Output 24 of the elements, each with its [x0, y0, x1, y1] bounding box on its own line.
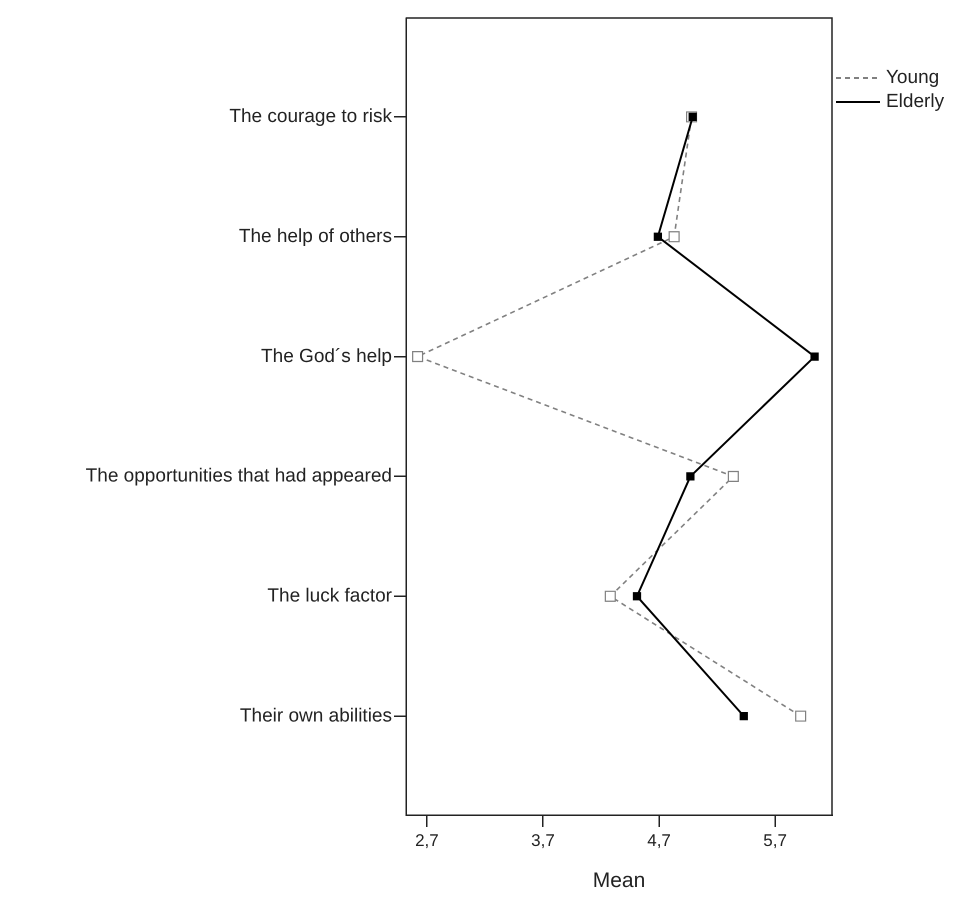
y-tick-label: The God´s help: [261, 346, 392, 367]
y-tick-label: Their own abilities: [240, 705, 392, 726]
x-tick-label: 2,7: [415, 830, 439, 850]
point: [795, 710, 806, 722]
point: [728, 470, 739, 482]
y-tick-label: The luck factor: [267, 586, 393, 607]
point: [604, 590, 616, 602]
point: [810, 352, 819, 361]
legend-label: Young: [886, 67, 940, 89]
point: [632, 592, 642, 600]
point: [654, 232, 662, 241]
x-tick-label: 5,7: [763, 830, 787, 850]
point: [686, 472, 695, 481]
point: [412, 351, 424, 362]
y-tick-label: The opportunities that had appeared: [86, 466, 392, 487]
point: [740, 712, 748, 720]
legend-label: Elderly: [886, 91, 944, 113]
y-tick-label: The help of others: [238, 226, 392, 247]
point: [668, 231, 680, 242]
y-tick-label: The courage to risk: [229, 106, 392, 128]
point: [688, 112, 697, 122]
x-axis-title: Mean: [592, 869, 646, 892]
x-tick-label: 3,7: [531, 830, 555, 850]
x-tick-label: 4,7: [647, 830, 671, 850]
